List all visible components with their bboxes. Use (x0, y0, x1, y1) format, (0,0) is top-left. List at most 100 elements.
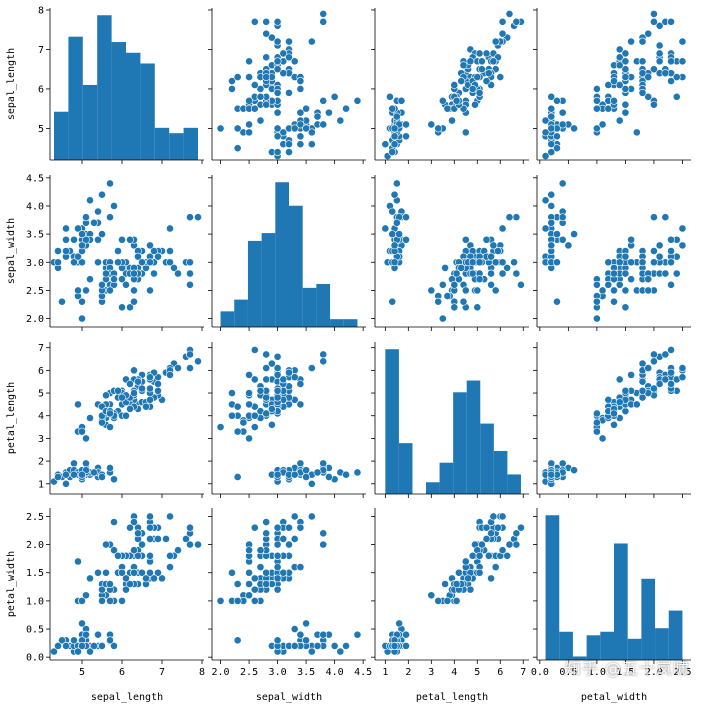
scatter-point (146, 286, 154, 295)
scatter-point (267, 359, 276, 368)
scatter-point (302, 124, 311, 133)
scatter-point (678, 241, 687, 250)
scatter-point (122, 411, 130, 420)
scatter-point (296, 630, 305, 639)
scatter-point (102, 269, 110, 278)
scatter-point (74, 647, 82, 656)
panel-petal_width-vs-petal_length: 1 2 3 4 5 6 7 (371, 508, 529, 678)
scatter-point (82, 286, 90, 295)
scatter-point (250, 585, 259, 594)
scatter-point (150, 574, 158, 583)
scatter-point (130, 389, 138, 397)
scatter-point (74, 252, 82, 261)
scatter-point (553, 132, 561, 141)
scatter-point (390, 124, 399, 133)
scatter-point (655, 252, 664, 261)
scatter-point (598, 434, 607, 443)
scatter-point (592, 427, 601, 436)
scatter-point (262, 100, 271, 109)
scatter-point (122, 280, 130, 289)
scatter-point (122, 585, 130, 594)
scatter-point (102, 391, 110, 400)
x-tick-label: 0.0 (531, 667, 549, 678)
scatter-point (146, 512, 154, 521)
scatter-point (302, 636, 311, 645)
scatter-point (296, 400, 305, 409)
scatter-point (290, 535, 299, 543)
scatter-point (250, 574, 259, 583)
scatter-point (290, 470, 299, 479)
scatter-point (273, 636, 282, 645)
scatter-point (610, 409, 618, 418)
scatter-point (130, 269, 138, 278)
scatter-point (166, 551, 174, 560)
scatter-point (610, 420, 618, 429)
scatter-point (461, 128, 470, 137)
scatter-point (62, 224, 70, 233)
scatter-point (273, 563, 282, 572)
scatter-point (381, 140, 390, 149)
scatter-point (98, 280, 106, 289)
scatter-point (138, 540, 146, 549)
scatter-point (650, 350, 658, 359)
scatter-point (182, 535, 190, 543)
scatter-point (570, 466, 578, 475)
scatter-point (510, 258, 518, 267)
scatter-point (262, 53, 271, 62)
scatter-point (487, 574, 495, 583)
scatter-point (650, 247, 658, 255)
scatter-point (678, 364, 687, 372)
y-axis-label-sepal_length: sepal_length (6, 48, 17, 120)
scatter-point (452, 596, 461, 605)
panel-sepal_width-vs-petal_width (533, 175, 691, 331)
scatter-point (667, 17, 675, 26)
scatter-point (615, 45, 624, 54)
x-axis-label-sepal_width: sepal_width (256, 692, 322, 703)
scatter-point (250, 375, 259, 384)
scatter-point (216, 124, 225, 133)
panel-petal_length-vs-petal_length (371, 342, 529, 498)
scatter-point (441, 263, 450, 272)
scatter-point (166, 247, 174, 255)
scatter-point (319, 10, 328, 18)
scatter-point (273, 551, 282, 560)
scatter-point (98, 418, 106, 427)
scatter-point (290, 625, 299, 633)
scatter-point (228, 77, 236, 85)
scatter-point (106, 636, 114, 645)
scatter-point (319, 120, 328, 129)
scatter-point (106, 580, 114, 588)
scatter-point (130, 568, 138, 577)
scatter-point (468, 85, 477, 93)
scatter-point (138, 568, 146, 577)
scatter-point (638, 377, 647, 386)
scatter-point (459, 297, 468, 306)
scatter-point (146, 384, 154, 393)
scatter-point (114, 247, 122, 255)
scatter-point (78, 642, 86, 650)
scatter-point (319, 350, 328, 359)
scatter-point (228, 568, 236, 577)
scatter-point (517, 280, 525, 289)
scatter-point (262, 29, 271, 38)
scatter-point (592, 280, 601, 289)
scatter-point (650, 357, 658, 366)
scatter-point (672, 92, 681, 101)
histogram-bar (54, 111, 69, 160)
scatter-point (570, 124, 578, 133)
scatter-point (245, 96, 253, 105)
scatter-point (285, 540, 293, 549)
scatter-point (54, 247, 62, 255)
y-tick-label: 1.5 (26, 568, 44, 579)
scatter-point (262, 364, 271, 372)
scatter-point (94, 207, 102, 216)
scatter-point (592, 409, 601, 418)
scatter-point (273, 148, 282, 157)
histogram-bar (82, 84, 98, 160)
scatter-point (621, 303, 630, 312)
scatter-point (245, 389, 253, 397)
y-tick-label: 4.0 (26, 201, 44, 212)
scatter-point (621, 73, 630, 81)
scatter-point (667, 368, 675, 377)
scatter-point (94, 568, 102, 577)
